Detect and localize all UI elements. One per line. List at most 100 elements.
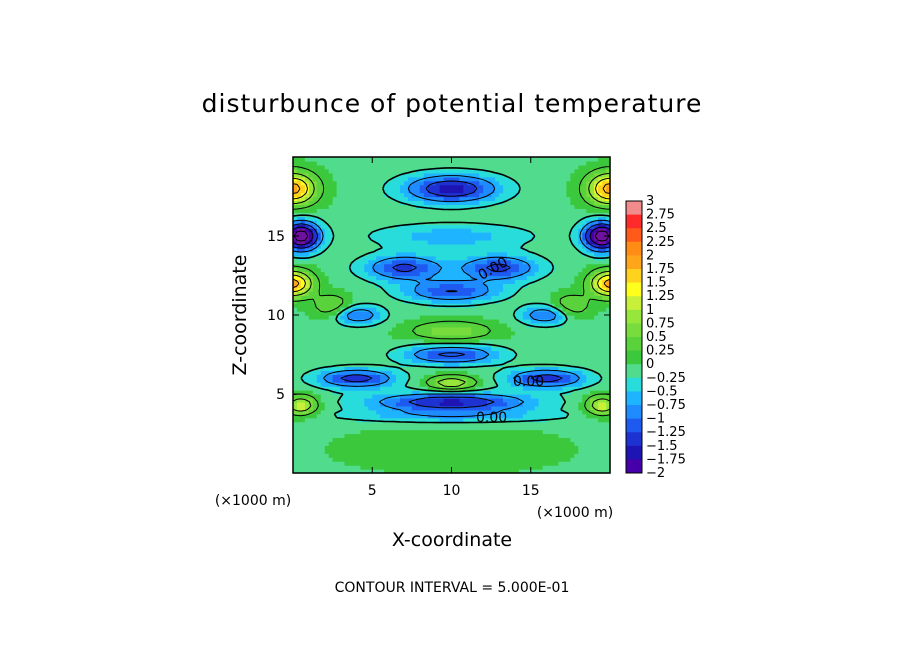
heatmap-cell xyxy=(558,465,564,470)
heatmap-cell xyxy=(574,397,579,403)
heatmap-cell xyxy=(562,263,568,269)
heatmap-cell xyxy=(455,251,461,257)
heatmap-cell xyxy=(558,311,564,316)
heatmap-cell xyxy=(296,374,302,379)
heatmap-cell xyxy=(554,322,560,328)
heatmap-cell xyxy=(293,287,298,292)
heatmap-cell xyxy=(594,469,599,474)
heatmap-cell xyxy=(503,374,508,379)
heatmap-cell xyxy=(316,425,322,431)
heatmap-cell xyxy=(586,433,591,439)
heatmap-cell xyxy=(293,386,298,391)
heatmap-cell xyxy=(427,397,433,403)
heatmap-cell xyxy=(308,295,314,300)
heatmap-cell xyxy=(514,370,520,375)
heatmap-cell xyxy=(312,283,318,288)
heatmap-cell xyxy=(300,386,306,391)
heatmap-cell xyxy=(530,326,536,332)
heatmap-cell xyxy=(364,271,369,277)
heatmap-cell xyxy=(578,358,583,363)
heatmap-cell xyxy=(463,378,468,383)
heatmap-cell xyxy=(499,239,504,245)
heatmap-cell xyxy=(546,378,552,383)
heatmap-cell xyxy=(586,394,591,399)
heatmap-cell xyxy=(360,322,365,328)
heatmap-cell xyxy=(427,239,433,245)
heatmap-cell xyxy=(308,465,314,470)
heatmap-cell xyxy=(443,346,449,352)
heatmap-cell xyxy=(483,236,488,241)
heatmap-cell xyxy=(431,350,437,356)
heatmap-cell xyxy=(304,425,310,431)
heatmap-cell xyxy=(384,366,389,371)
heatmap-cell xyxy=(380,457,385,462)
heatmap-cell xyxy=(399,295,405,300)
heatmap-cell xyxy=(534,354,540,360)
heatmap-cell xyxy=(407,354,413,360)
heatmap-cell xyxy=(590,311,595,316)
heatmap-cell xyxy=(566,425,571,431)
heatmap-cell xyxy=(364,386,369,391)
heatmap-cell xyxy=(574,465,579,470)
heatmap-cell xyxy=(320,417,326,423)
heatmap-cell xyxy=(447,366,453,371)
heatmap-cell xyxy=(348,224,354,229)
heatmap-cell xyxy=(506,271,512,277)
heatmap-cell xyxy=(344,326,350,332)
heatmap-cell xyxy=(467,307,472,312)
heatmap-cell xyxy=(491,437,496,442)
heatmap-cell xyxy=(495,405,500,411)
heatmap-cell xyxy=(503,358,508,363)
heatmap-cell xyxy=(602,397,607,403)
heatmap-cell xyxy=(415,271,421,277)
heatmap-cell xyxy=(340,421,346,427)
heatmap-cell xyxy=(344,322,350,328)
heatmap-cell xyxy=(522,457,528,462)
heatmap-cell xyxy=(530,255,536,261)
heatmap-cell xyxy=(495,275,500,281)
heatmap-cell xyxy=(506,457,512,462)
heatmap-cell xyxy=(514,318,520,324)
heatmap-cell xyxy=(431,378,437,383)
heatmap-cell xyxy=(324,334,330,340)
heatmap-cell xyxy=(562,307,568,312)
heatmap-cell xyxy=(499,263,504,269)
heatmap-cell xyxy=(308,307,314,312)
heatmap-cell xyxy=(566,417,571,423)
heatmap-cell xyxy=(554,287,560,292)
heatmap-cell xyxy=(499,330,504,336)
heatmap-cell xyxy=(499,311,504,316)
heatmap-cell xyxy=(431,275,437,281)
heatmap-cell xyxy=(594,390,599,395)
heatmap-cell xyxy=(368,370,373,375)
heatmap-cell xyxy=(518,386,524,391)
heatmap-cell xyxy=(316,259,322,265)
heatmap-cell xyxy=(332,243,338,249)
heatmap-cell xyxy=(542,299,548,304)
heatmap-cell xyxy=(411,394,417,399)
heatmap-cell xyxy=(499,346,504,352)
heatmap-cell xyxy=(328,382,334,387)
heatmap-cell xyxy=(372,251,377,257)
heatmap-cell xyxy=(435,358,441,363)
heatmap-cell xyxy=(360,247,365,253)
heatmap-cell xyxy=(435,315,441,320)
heatmap-cell xyxy=(439,394,445,399)
heatmap-cell xyxy=(495,417,500,423)
heatmap-cell xyxy=(340,247,346,253)
heatmap-cell xyxy=(590,236,595,241)
heatmap-cell xyxy=(487,303,492,308)
heatmap-cell xyxy=(396,417,401,423)
heatmap-cell xyxy=(594,287,599,292)
heatmap-cell xyxy=(344,275,350,281)
heatmap-cell xyxy=(534,386,540,391)
heatmap-cell xyxy=(364,243,369,249)
heatmap-cell xyxy=(479,267,484,273)
heatmap-cell xyxy=(471,350,476,356)
heatmap-cell xyxy=(586,303,591,308)
heatmap-cell xyxy=(308,322,314,328)
heatmap-cell xyxy=(578,307,583,312)
heatmap-cell xyxy=(538,453,544,458)
heatmap-cell xyxy=(372,429,377,435)
heatmap-cell xyxy=(328,271,334,277)
